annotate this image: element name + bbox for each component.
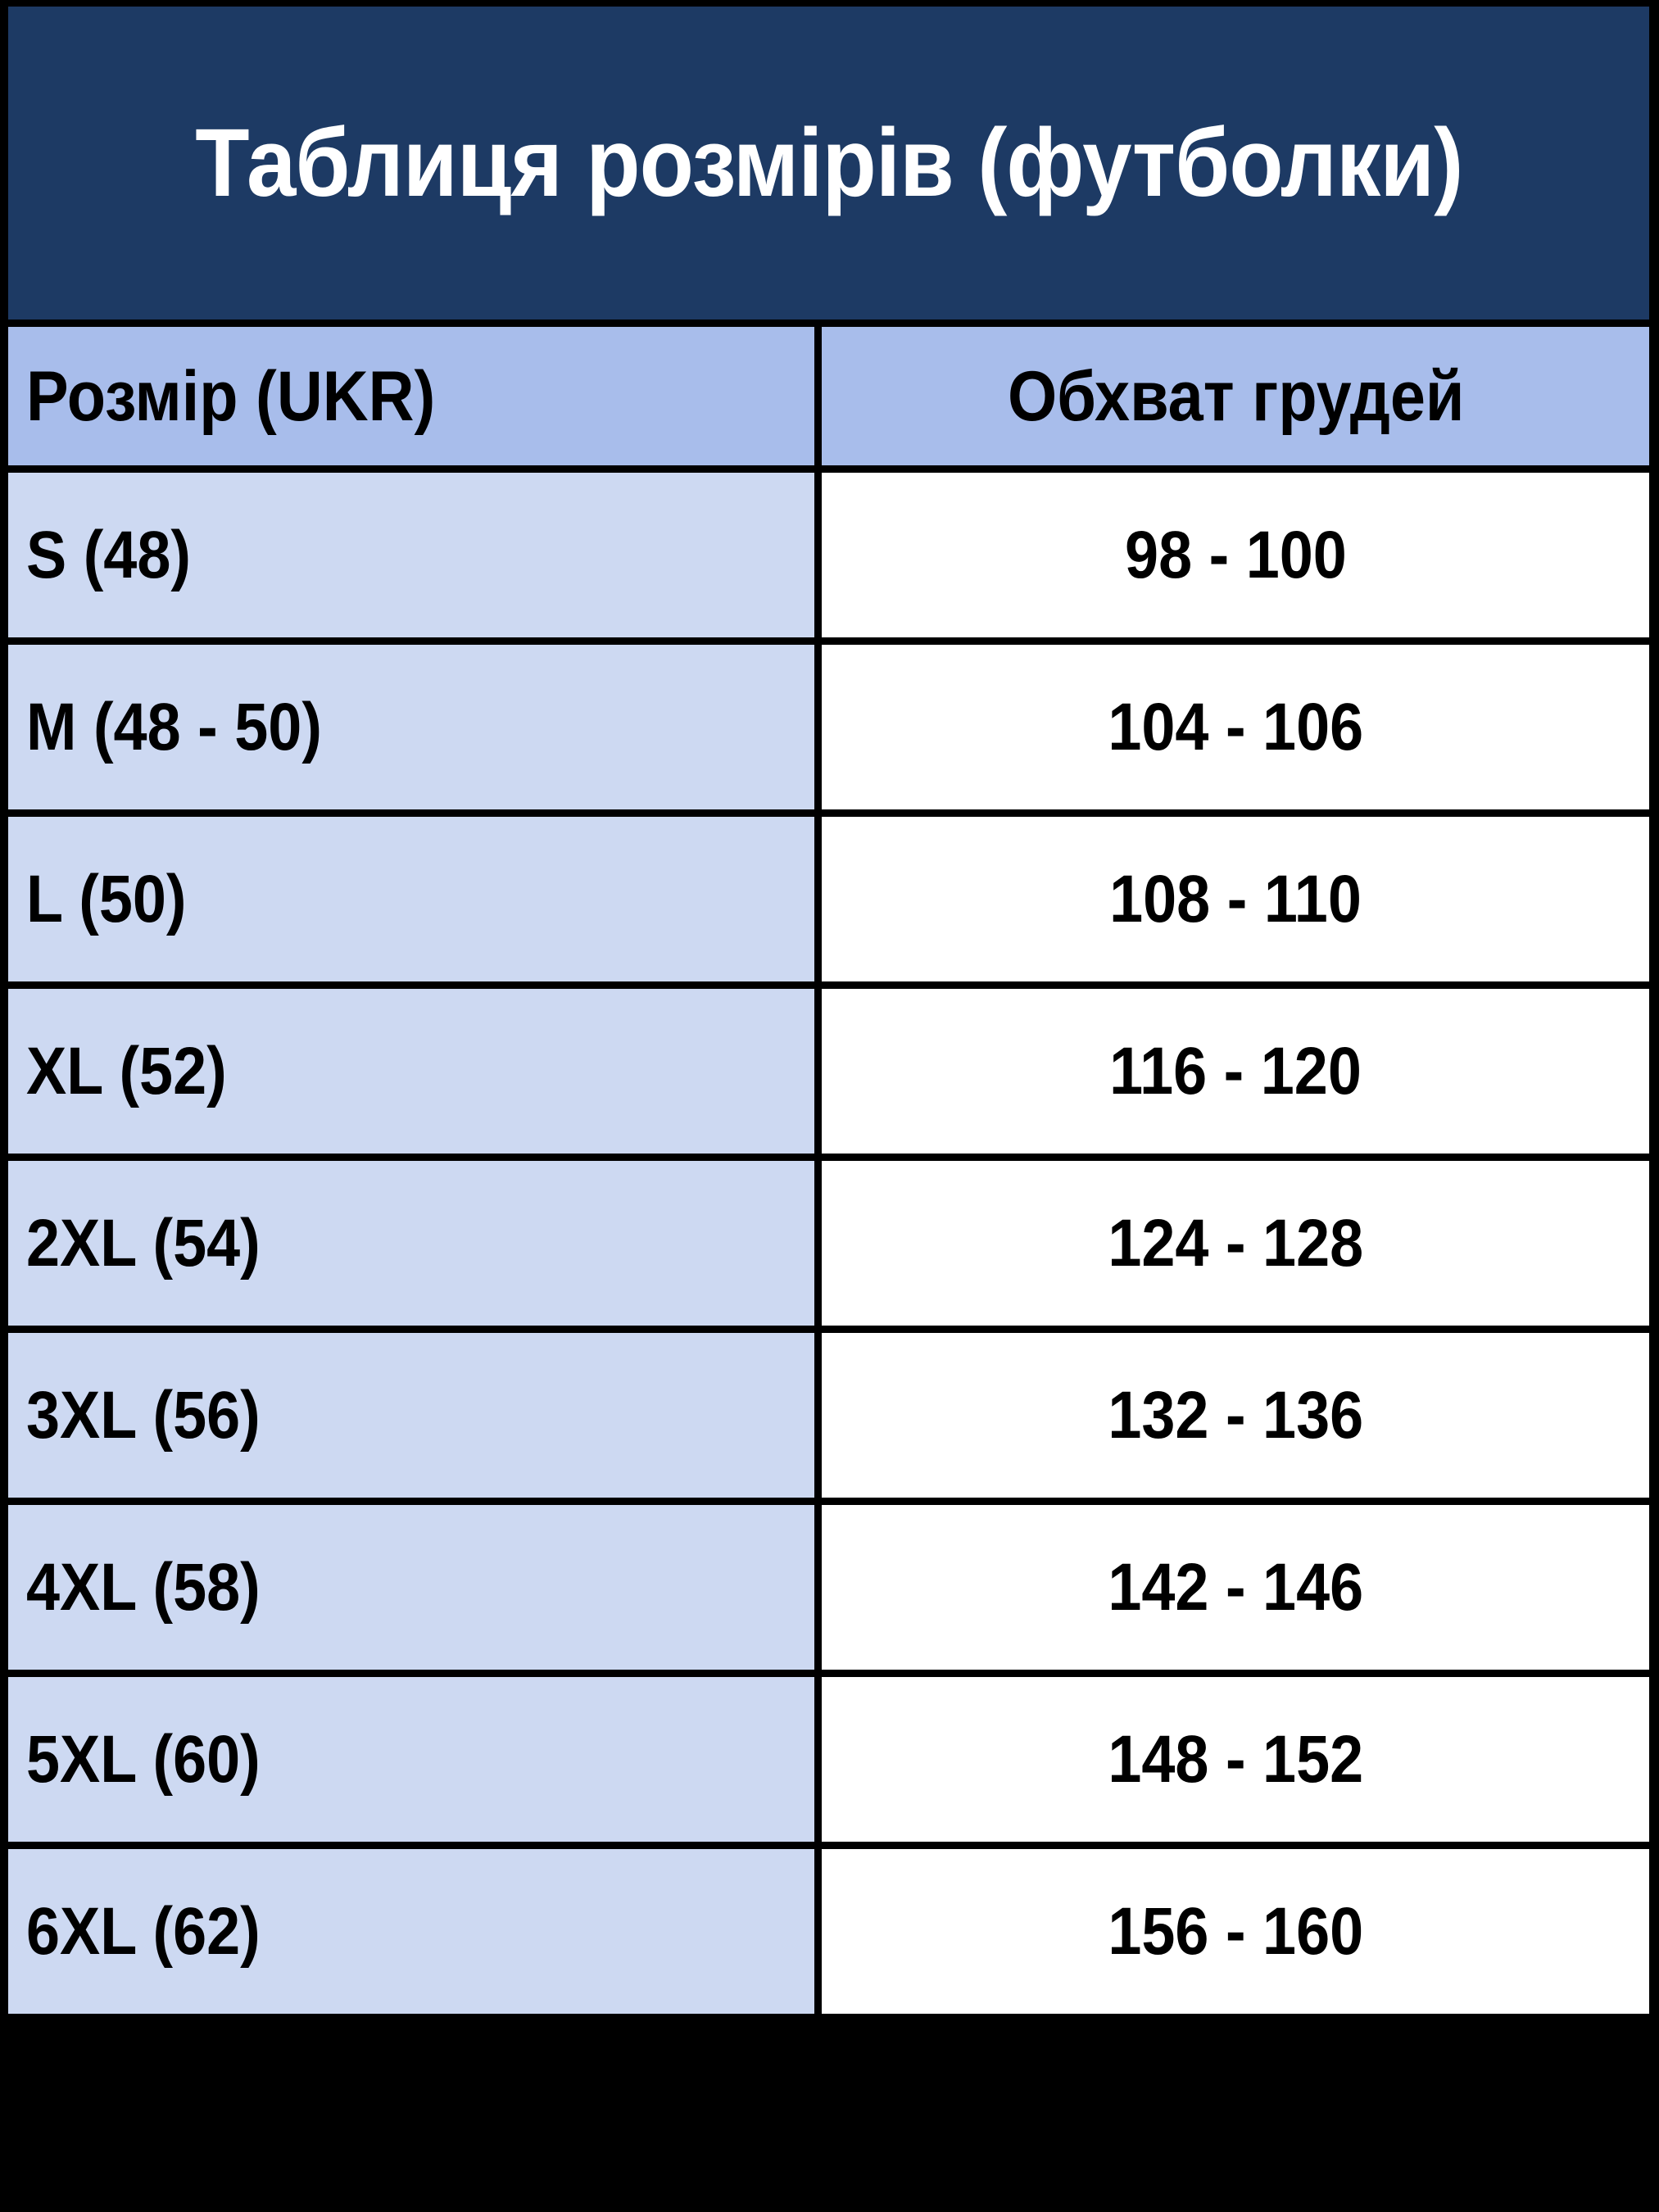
cell-chest: 104 - 106 xyxy=(822,645,1649,817)
table-body: S (48) 98 - 100 M (48 - 50) 104 - 106 L … xyxy=(8,473,1649,2021)
chest-value: 104 - 106 xyxy=(1108,689,1364,764)
cell-size: L (50) xyxy=(8,817,823,989)
size-value: 3XL (56) xyxy=(26,1377,261,1453)
size-value: S (48) xyxy=(26,517,191,592)
cell-size: 6XL (62) xyxy=(8,1849,823,2021)
column-header-size: Розмір (UKR) xyxy=(8,327,823,473)
size-value: M (48 - 50) xyxy=(26,689,322,764)
chart-title-banner: Таблиця розмірів (футболки) xyxy=(8,7,1649,320)
chest-value: 156 - 160 xyxy=(1108,1893,1364,1969)
chest-value: 132 - 136 xyxy=(1108,1377,1364,1453)
table-header-row: Розмір (UKR) Обхват грудей xyxy=(8,327,1649,473)
page-title: Таблиця розмірів (футболки) xyxy=(194,109,1463,217)
sizes-table: Розмір (UKR) Обхват грудей S (48) 98 - 1… xyxy=(8,327,1649,2021)
cell-chest: 156 - 160 xyxy=(822,1849,1649,2021)
table-row: M (48 - 50) 104 - 106 xyxy=(8,645,1649,817)
size-value: 5XL (60) xyxy=(26,1721,261,1797)
table-row: 6XL (62) 156 - 160 xyxy=(8,1849,1649,2021)
column-header-size-label: Розмір (UKR) xyxy=(26,356,436,436)
cell-chest: 142 - 146 xyxy=(822,1505,1649,1677)
cell-size: 3XL (56) xyxy=(8,1333,823,1505)
chest-value: 124 - 128 xyxy=(1108,1205,1364,1281)
table-row: 2XL (54) 124 - 128 xyxy=(8,1161,1649,1333)
size-value: 4XL (58) xyxy=(26,1549,261,1625)
table-row: 5XL (60) 148 - 152 xyxy=(8,1677,1649,1849)
column-header-chest: Обхват грудей xyxy=(822,327,1649,473)
cell-size: S (48) xyxy=(8,473,823,645)
size-value: XL (52) xyxy=(26,1033,227,1108)
table-row: L (50) 108 - 110 xyxy=(8,817,1649,989)
cell-size: M (48 - 50) xyxy=(8,645,823,817)
cell-chest: 108 - 110 xyxy=(822,817,1649,989)
cell-size: XL (52) xyxy=(8,989,823,1161)
chest-value: 98 - 100 xyxy=(1124,517,1347,592)
chest-value: 108 - 110 xyxy=(1109,861,1362,936)
chest-value: 116 - 120 xyxy=(1109,1033,1362,1108)
chest-value: 148 - 152 xyxy=(1108,1721,1364,1797)
cell-chest: 148 - 152 xyxy=(822,1677,1649,1849)
table-header: Розмір (UKR) Обхват грудей xyxy=(8,327,1649,473)
cell-size: 5XL (60) xyxy=(8,1677,823,1849)
table-row: XL (52) 116 - 120 xyxy=(8,989,1649,1161)
column-header-chest-label: Обхват грудей xyxy=(1007,356,1464,436)
size-value: 6XL (62) xyxy=(26,1893,261,1969)
size-value: L (50) xyxy=(26,861,187,936)
cell-size: 4XL (58) xyxy=(8,1505,823,1677)
table-row: 3XL (56) 132 - 136 xyxy=(8,1333,1649,1505)
cell-chest: 132 - 136 xyxy=(822,1333,1649,1505)
cell-size: 2XL (54) xyxy=(8,1161,823,1333)
cell-chest: 116 - 120 xyxy=(822,989,1649,1161)
chest-value: 142 - 146 xyxy=(1108,1549,1364,1625)
table-row: 4XL (58) 142 - 146 xyxy=(8,1505,1649,1677)
table-row: S (48) 98 - 100 xyxy=(8,473,1649,645)
cell-chest: 98 - 100 xyxy=(822,473,1649,645)
size-value: 2XL (54) xyxy=(26,1205,261,1281)
cell-chest: 124 - 128 xyxy=(822,1161,1649,1333)
